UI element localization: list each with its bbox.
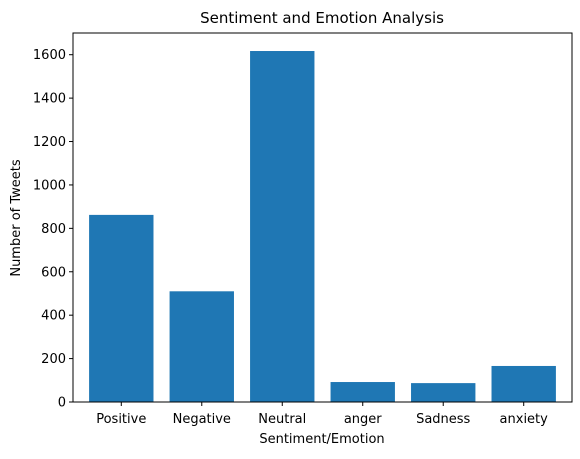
bar-positive bbox=[89, 214, 154, 402]
y-tick-label: 600 bbox=[41, 265, 66, 280]
x-axis-ticks: Positive Negative Neutral anger Sadness anxie… bbox=[96, 402, 548, 427]
x-tick-label-neutral: Neutral bbox=[258, 412, 306, 427]
x-axis-label: Sentiment/Emotion bbox=[259, 432, 384, 447]
bar-anxiety bbox=[491, 365, 556, 402]
x-tick-label-anger: anger bbox=[344, 412, 382, 427]
y-tick-label: 1000 bbox=[33, 178, 66, 193]
y-tick-label: 1400 bbox=[33, 92, 66, 107]
plot-frame bbox=[72, 32, 573, 403]
bar-sadness bbox=[411, 383, 476, 402]
bars-layer bbox=[89, 51, 556, 403]
bar-neutral bbox=[250, 51, 315, 403]
x-tick-label-negative: Negative bbox=[173, 412, 231, 427]
y-tick-label: 800 bbox=[41, 222, 66, 237]
bar-negative bbox=[169, 291, 234, 402]
chart-title: Sentiment and Emotion Analysis bbox=[200, 9, 444, 27]
y-axis-ticks: 0 200 400 600 800 1000 1200 1400 1600 bbox=[33, 48, 73, 411]
x-tick-label-positive: Positive bbox=[96, 412, 146, 427]
x-tick-label-sadness: Sadness bbox=[416, 412, 470, 427]
x-tick-label-anxiety: anxiety bbox=[500, 412, 549, 427]
y-tick-label: 1600 bbox=[33, 48, 66, 63]
y-tick-label: 400 bbox=[41, 309, 66, 324]
y-tick-label: 0 bbox=[58, 396, 66, 411]
y-tick-label: 200 bbox=[41, 352, 66, 367]
y-axis-label: Number of Tweets bbox=[9, 159, 24, 277]
y-tick-label: 1200 bbox=[33, 135, 66, 150]
bar-anger bbox=[330, 382, 395, 402]
